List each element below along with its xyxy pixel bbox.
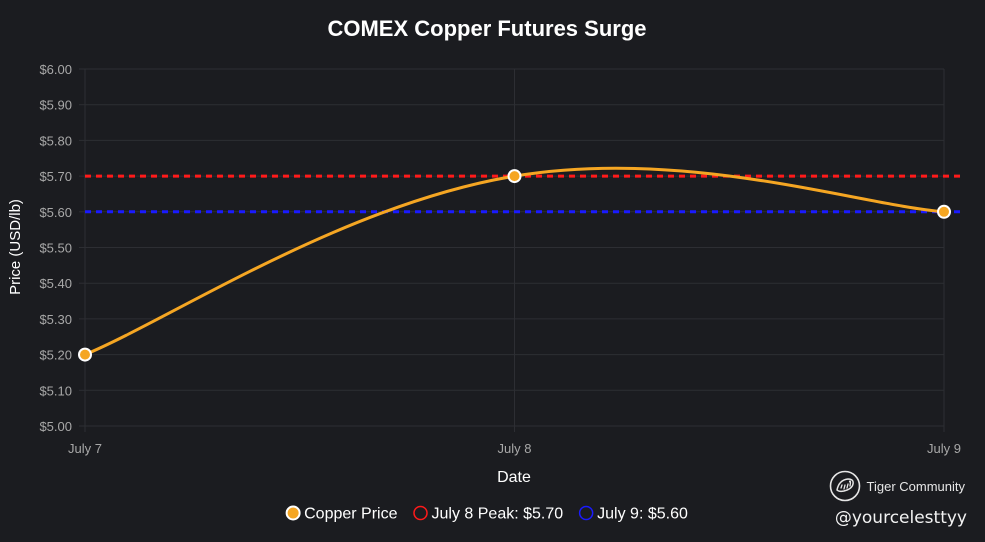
chart-title: COMEX Copper Futures Surge bbox=[327, 16, 646, 41]
x-tick-label: July 7 bbox=[68, 441, 102, 456]
x-tick-label: July 8 bbox=[498, 441, 532, 456]
x-axis-ticks: July 7 July 8 July 9 bbox=[68, 441, 961, 456]
y-tick-label: $5.90 bbox=[39, 98, 72, 113]
series bbox=[78, 166, 951, 362]
x-axis-label: Date bbox=[497, 469, 531, 486]
tiger-community-logo-icon bbox=[829, 470, 860, 502]
y-tick-label: $5.80 bbox=[39, 133, 72, 148]
y-tick-label: $5.00 bbox=[39, 419, 72, 434]
watermark-brand: Tiger Community bbox=[866, 478, 965, 494]
y-tick-label: $5.20 bbox=[39, 348, 72, 363]
y-axis-ticks: $5.00 $5.10 $5.20 $5.30 $5.40 $5.50 $5.60 $5.70… bbox=[39, 62, 72, 434]
watermark-handle: @yourcelesttyy bbox=[834, 508, 967, 528]
grid bbox=[79, 68, 945, 432]
legend-marker bbox=[578, 505, 594, 521]
reference-lines bbox=[85, 174, 964, 214]
data-point bbox=[937, 204, 951, 219]
x-tick-label: July 9 bbox=[927, 441, 961, 456]
y-tick-label: $6.00 bbox=[39, 62, 72, 77]
legend-marker bbox=[413, 505, 428, 521]
y-tick-label: $5.70 bbox=[39, 169, 72, 184]
watermark: Tiger Community bbox=[829, 470, 965, 502]
y-axis-label: Price (USD/lb) bbox=[7, 199, 24, 295]
data-point bbox=[507, 169, 522, 184]
legend-marker bbox=[285, 505, 301, 521]
data-point bbox=[78, 347, 92, 362]
y-tick-label: $5.40 bbox=[39, 276, 72, 291]
y-tick-label: $5.30 bbox=[39, 312, 72, 327]
legend-label: July 9: $5.60 bbox=[597, 506, 688, 523]
legend: Copper Price July 8 Peak: $5.70 July 9: $5… bbox=[285, 505, 688, 523]
y-tick-label: $5.50 bbox=[39, 241, 72, 256]
y-tick-label: $5.10 bbox=[39, 383, 72, 398]
legend-label: July 8 Peak: $5.70 bbox=[432, 506, 564, 523]
legend-label: Copper Price bbox=[304, 506, 397, 523]
y-tick-label: $5.60 bbox=[39, 205, 72, 220]
